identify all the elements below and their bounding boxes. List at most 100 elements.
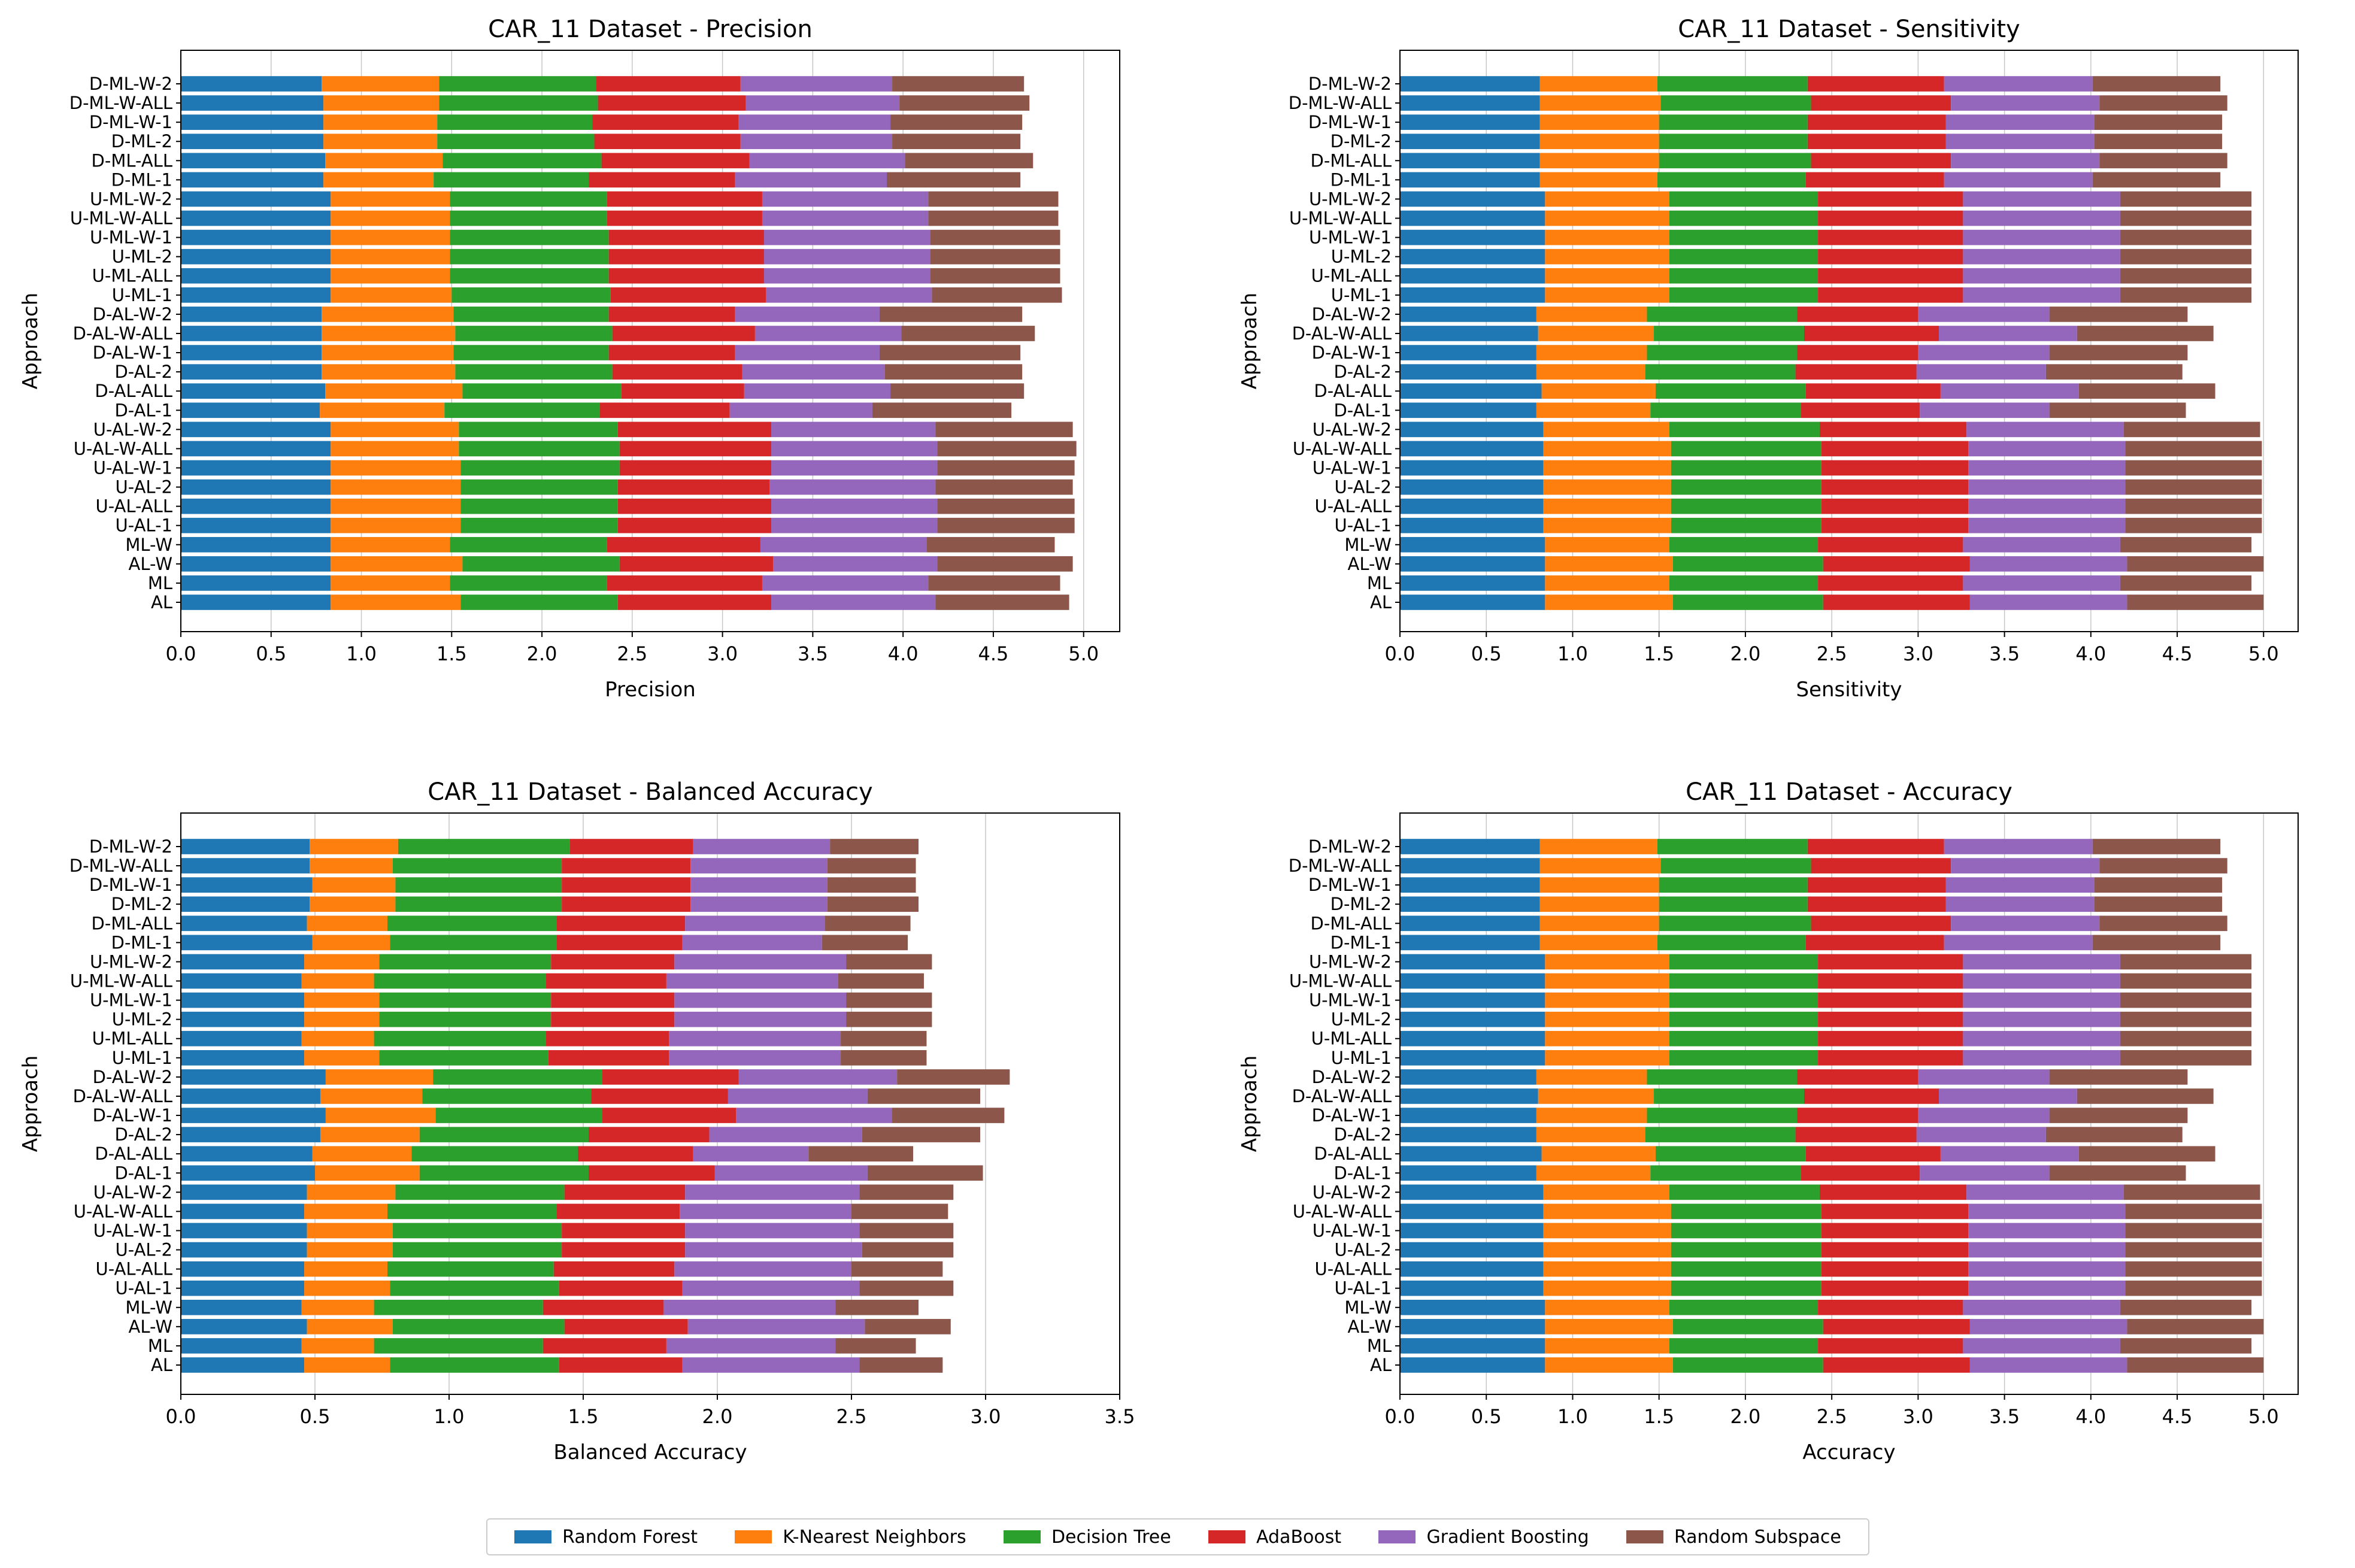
bar-decision-tree-u-al-w-1 (1671, 460, 1821, 476)
bar-random-subspace-al-w (865, 1319, 951, 1335)
bar-random-subspace-u-al-w-1 (859, 1223, 954, 1239)
bar-gradient-boosting-d-al-1 (1920, 402, 2050, 418)
x-tick-label: 0.0 (1385, 642, 1416, 665)
bar-random-subspace-d-ml-w-2 (2092, 76, 2221, 92)
y-tick-label: U-ML-1 (1331, 1048, 1392, 1068)
bar-k-nearest-neighbors-d-ml-all (1539, 915, 1659, 932)
bar-adaboost-u-ml-w-2 (551, 954, 675, 970)
axes-frame (180, 50, 1120, 632)
bar-random-forest-ml (1400, 575, 1545, 591)
bar-random-subspace-u-ml-2 (930, 248, 1060, 265)
bar-decision-tree-u-al-2 (1671, 1242, 1821, 1258)
bar-gradient-boosting-u-ml-w-2 (1963, 191, 2120, 207)
bar-random-subspace-u-al-2 (862, 1242, 954, 1258)
bar-random-subspace-d-ml-1 (2092, 935, 2221, 951)
bar-random-forest-u-ml-all (181, 1030, 302, 1047)
x-tick-label: 0.5 (256, 642, 286, 665)
bar-k-nearest-neighbors-u-al-2 (307, 1242, 393, 1258)
bar-k-nearest-neighbors-d-ml-w-1 (312, 877, 396, 893)
bar-random-subspace-u-al-1 (2125, 517, 2262, 533)
y-tick-label: D-AL-W-1 (1312, 1105, 1392, 1126)
bar-random-subspace-u-al-w-1 (937, 460, 1075, 476)
bar-k-nearest-neighbors-u-al-w-1 (1543, 1223, 1671, 1239)
bar-adaboost-d-ml-w-1 (1807, 877, 1946, 893)
bar-adaboost-u-ml-all (1818, 1030, 1963, 1047)
bar-adaboost-u-ml-w-2 (1818, 191, 1963, 207)
bar-decision-tree-d-al-w-2 (453, 307, 609, 322)
y-tick-label: U-AL-W-ALL (1293, 1201, 1392, 1221)
bar-k-nearest-neighbors-u-ml-w-all (1545, 973, 1669, 989)
bar-adaboost-u-al-2 (617, 479, 770, 495)
bar-random-forest-d-ml-1 (181, 935, 313, 951)
bar-random-subspace-u-ml-w-2 (2120, 191, 2252, 207)
bar-random-forest-u-ml-1 (181, 1050, 305, 1066)
bar-gradient-boosting-d-ml-w-1 (1945, 877, 2095, 893)
x-tick-label: 4.0 (2075, 1405, 2106, 1428)
bar-gradient-boosting-d-ml-1 (1944, 172, 2093, 188)
bar-gradient-boosting-al-w (687, 1319, 865, 1335)
legend-swatch (1003, 1530, 1041, 1543)
legend-swatch (1208, 1530, 1246, 1543)
bar-decision-tree-d-al-w-all (1654, 326, 1804, 341)
bar-k-nearest-neighbors-u-al-2 (1543, 479, 1671, 495)
bar-k-nearest-neighbors-u-ml-w-1 (331, 229, 450, 245)
bar-random-forest-u-ml-w-all (1400, 973, 1545, 989)
bar-gradient-boosting-d-ml-all (1951, 153, 2100, 169)
bar-random-subspace-d-ml-w-all (827, 858, 916, 874)
bar-random-forest-d-ml-w-2 (1400, 839, 1540, 854)
bar-random-forest-d-ml-2 (1400, 134, 1540, 150)
bar-gradient-boosting-u-ml-w-1 (1963, 229, 2120, 245)
bar-decision-tree-d-al-1 (419, 1165, 589, 1181)
bar-random-forest-ml-w (1400, 1299, 1545, 1315)
bar-gradient-boosting-d-ml-w-1 (738, 114, 891, 130)
bar-random-subspace-u-ml-all (930, 268, 1060, 284)
bar-k-nearest-neighbors-d-al-w-1 (1536, 1108, 1647, 1123)
bar-random-forest-d-al-2 (1400, 1127, 1536, 1142)
bar-random-subspace-ml-w (926, 536, 1055, 553)
bar-gradient-boosting-u-al-w-1 (1968, 460, 2126, 476)
bar-random-subspace-ml (2120, 575, 2252, 591)
bar-k-nearest-neighbors-d-ml-2 (1539, 134, 1659, 150)
bar-random-subspace-u-ml-w-2 (2120, 954, 2252, 970)
bar-random-forest-u-ml-1 (1400, 287, 1545, 303)
bar-gradient-boosting-u-ml-2 (763, 248, 931, 265)
x-tick-label: 1.5 (1644, 1405, 1674, 1428)
bar-random-forest-u-ml-w-1 (181, 992, 305, 1008)
bar-k-nearest-neighbors-u-al-w-all (1543, 441, 1671, 457)
legend-label: Random Forest (562, 1526, 698, 1548)
bar-k-nearest-neighbors-u-al-w-all (304, 1203, 387, 1220)
bar-gradient-boosting-u-al-1 (771, 517, 938, 533)
bar-gradient-boosting-u-ml-1 (1963, 1050, 2120, 1066)
bar-random-forest-u-ml-2 (1400, 248, 1545, 265)
bar-decision-tree-u-ml-w-1 (450, 229, 609, 245)
bar-adaboost-u-al-1 (1821, 517, 1969, 533)
bar-adaboost-u-ml-w-all (607, 210, 762, 226)
bar-gradient-boosting-u-ml-w-2 (762, 191, 929, 207)
bar-random-forest-u-al-2 (1400, 479, 1544, 495)
bar-decision-tree-u-ml-w-all (450, 210, 607, 226)
bar-random-forest-d-al-w-2 (181, 307, 322, 322)
bar-random-subspace-d-al-all (2078, 383, 2215, 399)
bar-gradient-boosting-d-ml-w-2 (1944, 76, 2093, 92)
bar-adaboost-d-ml-2 (1807, 134, 1946, 150)
bar-gradient-boosting-d-al-w-1 (735, 345, 880, 360)
bar-decision-tree-ml (1669, 575, 1818, 591)
bar-random-forest-al-w (181, 1319, 307, 1335)
bar-decision-tree-d-ml-w-1 (437, 114, 593, 130)
bar-gradient-boosting-d-al-w-1 (1918, 1108, 2050, 1123)
bar-k-nearest-neighbors-u-al-all (331, 498, 461, 514)
bar-random-forest-d-al-w-1 (181, 1108, 326, 1123)
bar-random-forest-u-al-2 (1400, 1242, 1544, 1258)
bar-k-nearest-neighbors-d-al-w-2 (322, 307, 454, 322)
bar-random-forest-u-al-all (1400, 498, 1544, 514)
bar-decision-tree-d-al-all (462, 383, 622, 399)
y-tick-label: U-AL-2 (116, 477, 172, 498)
bar-k-nearest-neighbors-d-al-1 (1536, 402, 1651, 418)
bar-gradient-boosting-al-w (1969, 556, 2127, 572)
y-tick-label: U-ML-ALL (1311, 1029, 1392, 1049)
bar-adaboost-u-ml-2 (1818, 1011, 1963, 1027)
y-tick-label: D-ML-W-ALL (1289, 856, 1392, 876)
bar-gradient-boosting-u-ml-w-all (1963, 210, 2120, 226)
y-tick-label: AL-W (1348, 554, 1392, 574)
bar-k-nearest-neighbors-d-al-all (1541, 1146, 1656, 1162)
